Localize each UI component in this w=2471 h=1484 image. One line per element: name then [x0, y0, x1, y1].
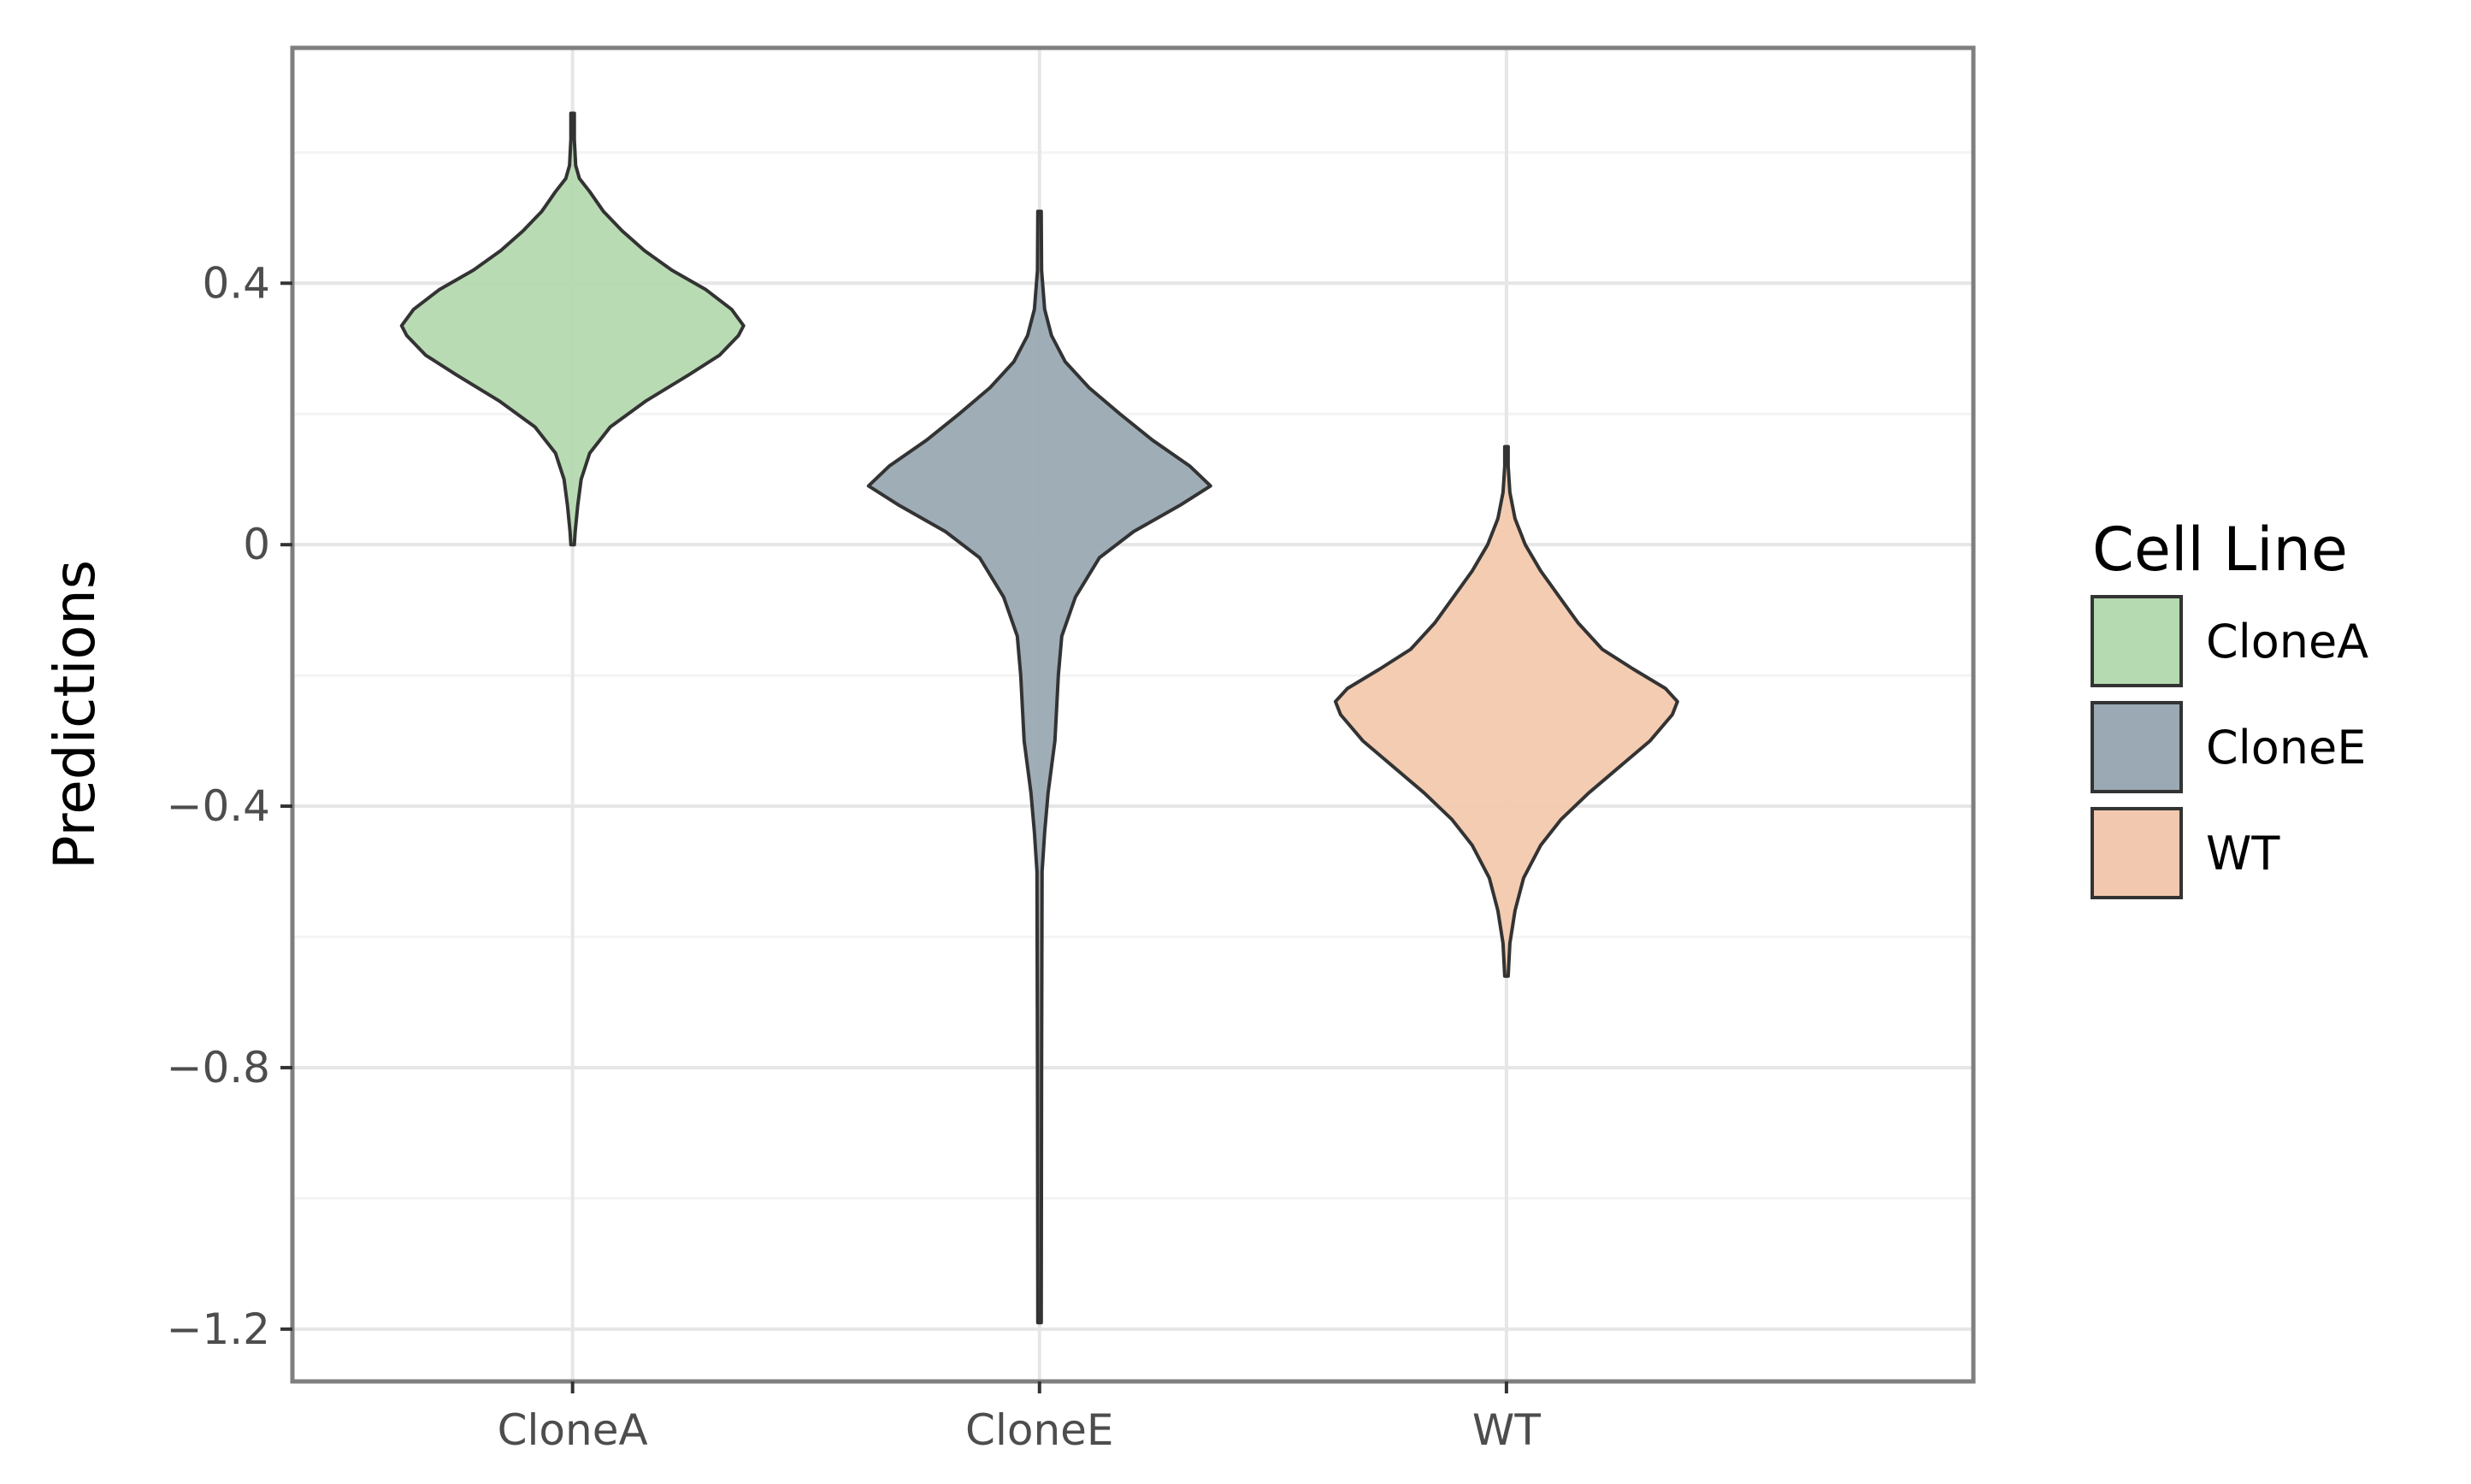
x-tick-label: CloneA: [498, 1405, 648, 1455]
y-tick-label: −0.4: [167, 781, 270, 831]
legend-label-clonea: CloneA: [2206, 615, 2368, 668]
y-tick-label: −0.8: [167, 1043, 270, 1092]
violins: [399, 111, 1679, 1325]
x-axis: CloneA CloneE WT: [498, 1381, 1541, 1455]
plot-border: [290, 45, 1976, 1384]
y-tick-label: 0.4: [202, 258, 270, 308]
violin-clonee: [866, 209, 1212, 1325]
legend: Cell Line CloneA CloneE WT: [2091, 515, 2368, 899]
legend-title: Cell Line: [2092, 515, 2348, 585]
legend-label-wt: WT: [2206, 827, 2280, 880]
x-tick-label: WT: [1472, 1405, 1541, 1455]
legend-swatch-wt: [2091, 807, 2183, 899]
y-tick-label: −1.2: [167, 1304, 270, 1354]
legend-swatch-clonea: [2091, 595, 2183, 687]
violin-wt: [1333, 445, 1679, 978]
y-tick-label: 0: [243, 520, 270, 569]
y-axis: 0.4 0 −0.4 −0.8 −1.2: [167, 258, 292, 1354]
legend-label-clonee: CloneE: [2206, 721, 2366, 774]
legend-swatch-clonee: [2091, 701, 2183, 793]
x-tick-label: CloneE: [965, 1405, 1113, 1455]
violin-clonea: [399, 111, 746, 547]
y-axis-title: Predictions: [42, 560, 108, 869]
